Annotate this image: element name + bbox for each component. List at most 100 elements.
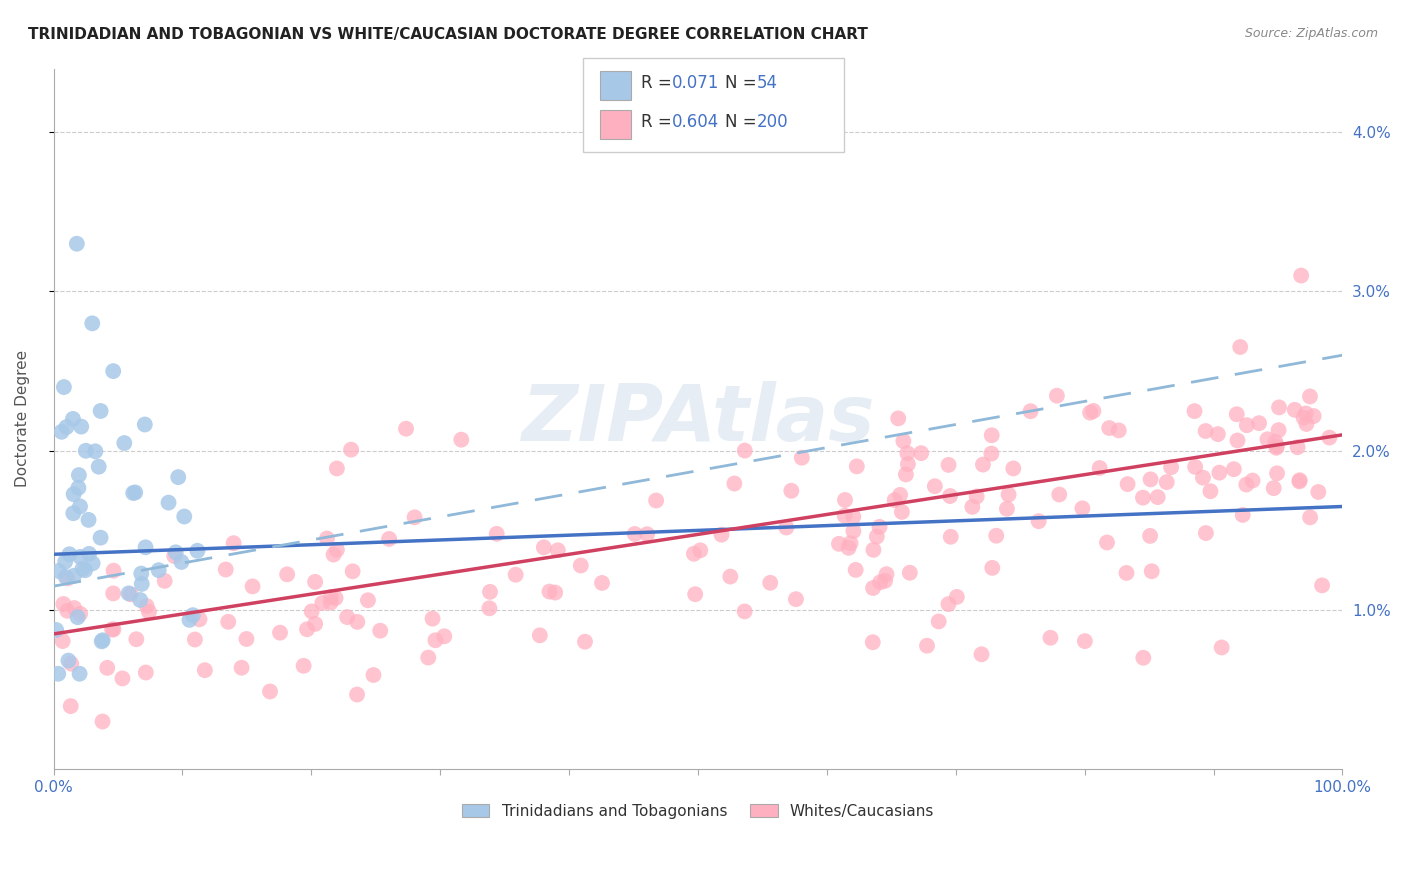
Point	[1088, 461, 1111, 475]
Text: 0.604: 0.604	[672, 113, 720, 131]
Point	[1116, 477, 1139, 491]
Point	[862, 581, 884, 595]
Point	[866, 530, 889, 544]
Point	[529, 628, 551, 642]
Point	[839, 536, 862, 550]
Text: N =: N =	[725, 113, 762, 131]
Point	[1039, 631, 1062, 645]
Point	[295, 622, 318, 636]
Point	[1232, 508, 1254, 522]
Point	[1002, 461, 1025, 475]
Point	[1302, 409, 1324, 423]
Point	[939, 530, 962, 544]
Point	[91, 714, 114, 729]
Point	[96, 661, 118, 675]
Point	[995, 501, 1018, 516]
Point	[55, 570, 77, 584]
Point	[129, 566, 152, 581]
Point	[986, 529, 1008, 543]
Point	[834, 492, 856, 507]
Point	[775, 520, 797, 534]
Point	[82, 556, 104, 570]
Point	[340, 442, 363, 457]
Point	[69, 500, 91, 514]
Point	[689, 543, 711, 558]
Point	[710, 527, 733, 541]
Point	[269, 625, 291, 640]
Point	[179, 613, 201, 627]
Point	[134, 417, 156, 432]
Point	[785, 592, 807, 607]
Point	[972, 458, 994, 472]
Text: 0.071: 0.071	[672, 74, 720, 92]
Point	[418, 650, 440, 665]
Point	[66, 610, 89, 624]
Point	[1268, 401, 1291, 415]
Point	[862, 635, 884, 649]
Point	[928, 615, 950, 629]
Point	[59, 699, 82, 714]
Point	[896, 446, 918, 460]
Point	[645, 493, 668, 508]
Point	[77, 513, 100, 527]
Point	[91, 633, 114, 648]
Point	[215, 562, 238, 576]
Point	[1310, 578, 1333, 592]
Point	[1139, 472, 1161, 486]
Point	[63, 568, 86, 582]
Point	[217, 615, 239, 629]
Point	[1241, 474, 1264, 488]
Point	[69, 666, 91, 681]
Point	[505, 567, 527, 582]
Point	[90, 404, 112, 418]
Point	[186, 543, 208, 558]
Point	[1160, 460, 1182, 475]
Point	[1226, 434, 1249, 448]
Point	[1028, 514, 1050, 528]
Point	[120, 587, 142, 601]
Point	[478, 601, 501, 615]
Point	[1265, 439, 1288, 453]
Point	[1289, 268, 1312, 283]
Point	[326, 461, 349, 475]
Point	[111, 672, 134, 686]
Point	[915, 639, 938, 653]
Point	[1226, 407, 1249, 421]
Point	[1194, 424, 1216, 438]
Point	[842, 509, 865, 524]
Point	[1146, 490, 1168, 504]
Point	[103, 623, 125, 637]
Point	[77, 547, 100, 561]
Point	[981, 561, 1004, 575]
Point	[163, 549, 186, 563]
Point	[87, 459, 110, 474]
Point	[425, 633, 447, 648]
Point	[1206, 427, 1229, 442]
Point	[1199, 484, 1222, 499]
Point	[569, 558, 592, 573]
Point	[1140, 564, 1163, 578]
Point	[84, 444, 107, 458]
Y-axis label: Doctorate Degree: Doctorate Degree	[15, 351, 30, 487]
Point	[378, 532, 401, 546]
Point	[970, 648, 993, 662]
Point	[135, 665, 157, 680]
Point	[304, 574, 326, 589]
Point	[346, 615, 368, 629]
Point	[319, 590, 342, 604]
Point	[683, 547, 706, 561]
Text: R =: R =	[641, 74, 678, 92]
Point	[231, 661, 253, 675]
Point	[966, 490, 988, 504]
Text: Source: ZipAtlas.com: Source: ZipAtlas.com	[1244, 27, 1378, 40]
Point	[1308, 485, 1330, 500]
Point	[1229, 340, 1251, 354]
Point	[82, 317, 104, 331]
Point	[60, 657, 83, 671]
Point	[623, 527, 645, 541]
Point	[103, 586, 125, 600]
Point	[63, 601, 86, 615]
Point	[194, 663, 217, 677]
Point	[170, 555, 193, 569]
Point	[544, 585, 567, 599]
